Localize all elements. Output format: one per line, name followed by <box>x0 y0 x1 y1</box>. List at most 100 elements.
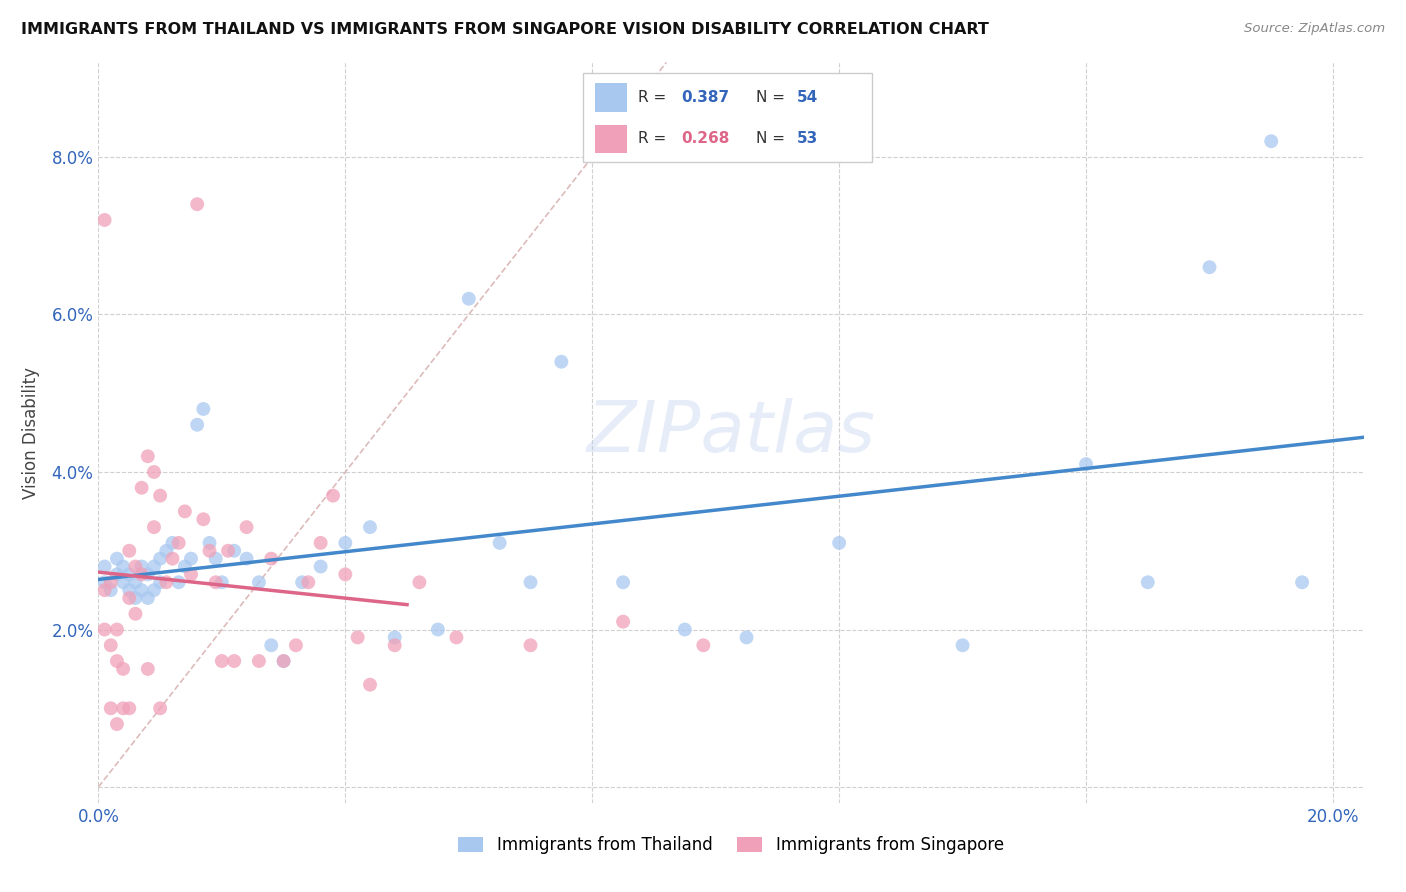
Point <box>224 543 246 558</box>
FancyBboxPatch shape <box>583 73 872 162</box>
Point <box>118 591 141 605</box>
Point <box>149 701 172 715</box>
Point <box>224 654 246 668</box>
Point <box>100 638 122 652</box>
Point <box>346 631 368 645</box>
Text: 53: 53 <box>797 131 818 145</box>
Point <box>136 591 159 605</box>
Point <box>273 654 295 668</box>
Point <box>426 623 449 637</box>
Point <box>124 607 146 621</box>
Point <box>247 654 270 668</box>
Point <box>100 575 122 590</box>
Point <box>284 638 307 652</box>
Point <box>118 701 141 715</box>
Point <box>155 543 177 558</box>
Point <box>105 717 128 731</box>
Text: R =: R = <box>638 90 672 104</box>
Point <box>198 536 221 550</box>
Point <box>735 631 758 645</box>
Point <box>124 575 146 590</box>
Point <box>235 551 257 566</box>
Point <box>136 662 159 676</box>
Point <box>186 417 208 432</box>
Point <box>112 662 135 676</box>
Point <box>273 654 295 668</box>
Point <box>204 551 226 566</box>
Point <box>93 575 115 590</box>
Point <box>488 536 510 550</box>
Text: 0.387: 0.387 <box>682 90 730 104</box>
Point <box>204 575 226 590</box>
Point <box>291 575 314 590</box>
Point <box>131 481 153 495</box>
Point <box>952 638 974 652</box>
Point <box>359 520 381 534</box>
Point <box>167 536 190 550</box>
Point <box>1074 457 1097 471</box>
Text: Source: ZipAtlas.com: Source: ZipAtlas.com <box>1244 22 1385 36</box>
Point <box>828 536 851 550</box>
Point <box>235 520 257 534</box>
Point <box>1260 134 1282 148</box>
Point <box>143 583 166 598</box>
Text: 0.268: 0.268 <box>682 131 730 145</box>
Point <box>118 567 141 582</box>
Point <box>408 575 430 590</box>
Point <box>260 638 283 652</box>
Point <box>673 623 696 637</box>
Point <box>217 543 239 558</box>
Point <box>180 567 202 582</box>
Point <box>309 559 332 574</box>
Text: R =: R = <box>638 131 672 145</box>
Point <box>335 536 357 550</box>
Bar <box>595 125 627 153</box>
Point <box>162 536 184 550</box>
Point <box>1198 260 1220 275</box>
Point <box>198 543 221 558</box>
Point <box>446 631 468 645</box>
Point <box>112 559 135 574</box>
Point <box>193 512 215 526</box>
Bar <box>595 83 627 112</box>
Point <box>112 575 135 590</box>
Point <box>173 559 195 574</box>
Point <box>162 551 184 566</box>
Point <box>1136 575 1159 590</box>
Point <box>93 559 115 574</box>
Point <box>93 583 115 598</box>
Y-axis label: Vision Disability: Vision Disability <box>22 367 41 499</box>
Point <box>384 638 406 652</box>
Point <box>335 567 357 582</box>
Text: IMMIGRANTS FROM THAILAND VS IMMIGRANTS FROM SINGAPORE VISION DISABILITY CORRELAT: IMMIGRANTS FROM THAILAND VS IMMIGRANTS F… <box>21 22 988 37</box>
Point <box>167 575 190 590</box>
Point <box>131 559 153 574</box>
Point <box>322 489 344 503</box>
Point <box>519 638 541 652</box>
Point <box>155 575 177 590</box>
Point <box>149 551 172 566</box>
Point <box>550 355 572 369</box>
Point <box>118 583 141 598</box>
Point <box>131 567 153 582</box>
Point <box>149 489 172 503</box>
Point <box>93 623 115 637</box>
Point <box>124 591 146 605</box>
Point <box>692 638 714 652</box>
Point <box>112 701 135 715</box>
Text: ZIPatlas: ZIPatlas <box>586 398 876 467</box>
Point <box>100 583 122 598</box>
Legend: Immigrants from Thailand, Immigrants from Singapore: Immigrants from Thailand, Immigrants fro… <box>451 830 1011 861</box>
Point <box>143 559 166 574</box>
Point <box>143 520 166 534</box>
Point <box>100 701 122 715</box>
Point <box>93 213 115 227</box>
Point <box>118 543 141 558</box>
Point <box>457 292 479 306</box>
Point <box>359 678 381 692</box>
Point <box>260 551 283 566</box>
Text: N =: N = <box>756 131 790 145</box>
Point <box>297 575 319 590</box>
Point <box>519 575 541 590</box>
Point <box>124 559 146 574</box>
